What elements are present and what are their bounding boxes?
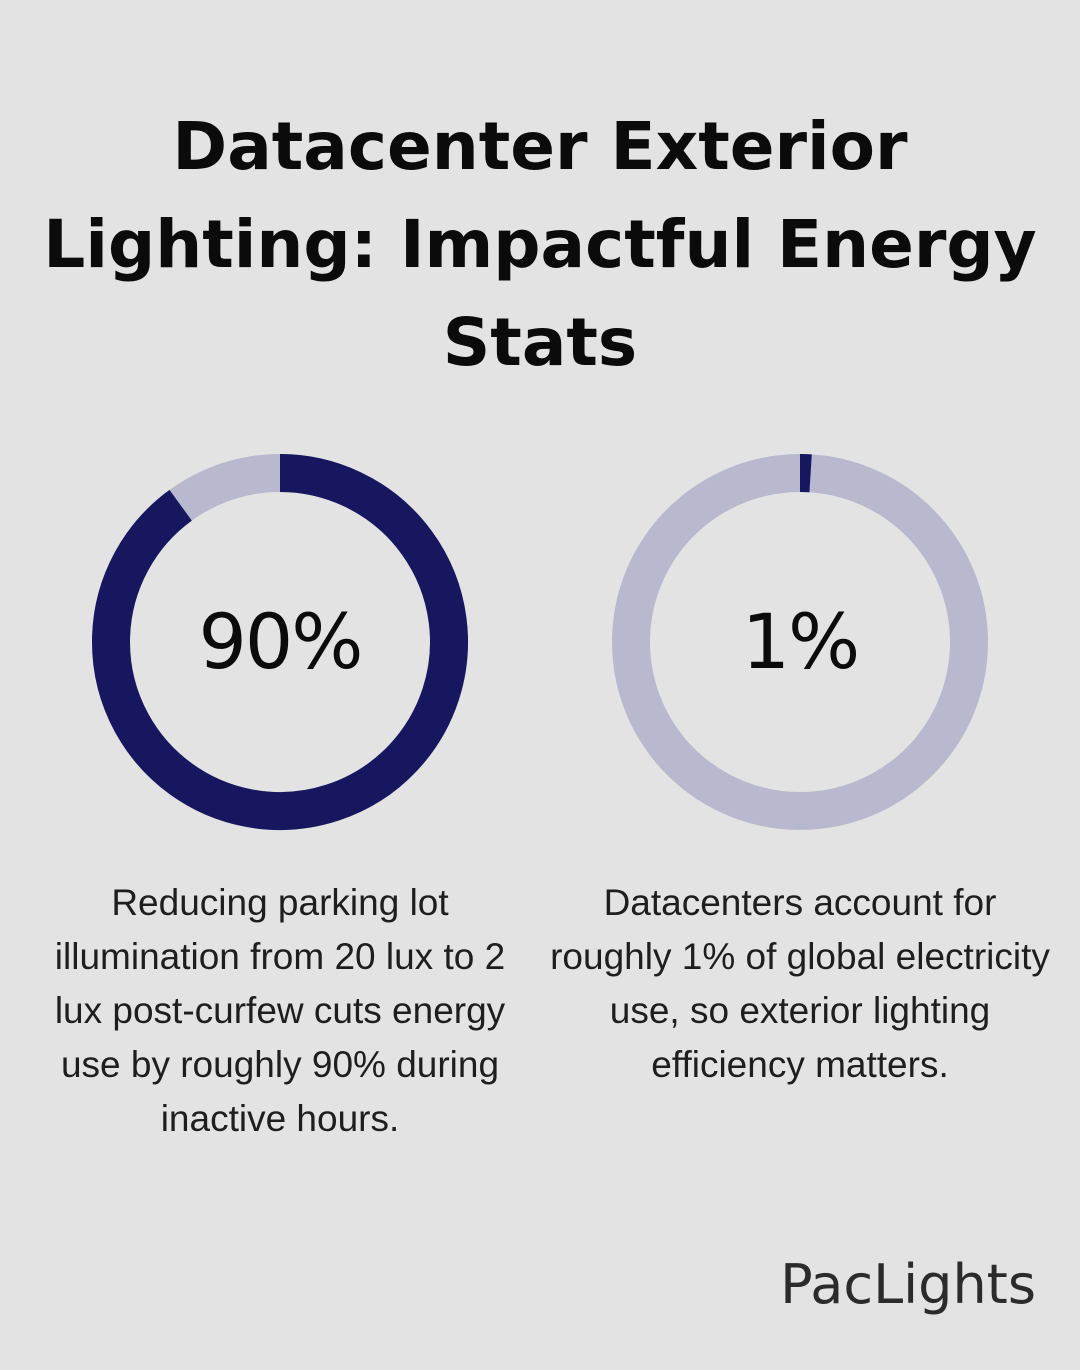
donut-chart-2: 1% [610,452,990,832]
donut-chart-1-svg [92,454,468,830]
stat-block-2: 1% Datacenters account for roughly 1% of… [540,452,1060,1092]
stat-1-description: Reducing parking lot illumination from 2… [54,882,506,1139]
infographic-title: Datacenter Exterior Lighting: Impactful … [43,108,1037,381]
donut-1-filled-arc [92,454,468,830]
stat-block-1: 90% Reducing parking lot illumination fr… [20,452,540,1146]
donut-1-value-label: 90% [198,597,364,686]
donut-chart-2-svg [612,454,988,830]
stat-2-description: Datacenters account for roughly 1% of gl… [550,882,1050,1085]
donut-chart-1: 90% [90,452,470,832]
brand-logo: PacLights [780,1253,1036,1316]
donut-2-value-label: 1% [741,597,861,686]
